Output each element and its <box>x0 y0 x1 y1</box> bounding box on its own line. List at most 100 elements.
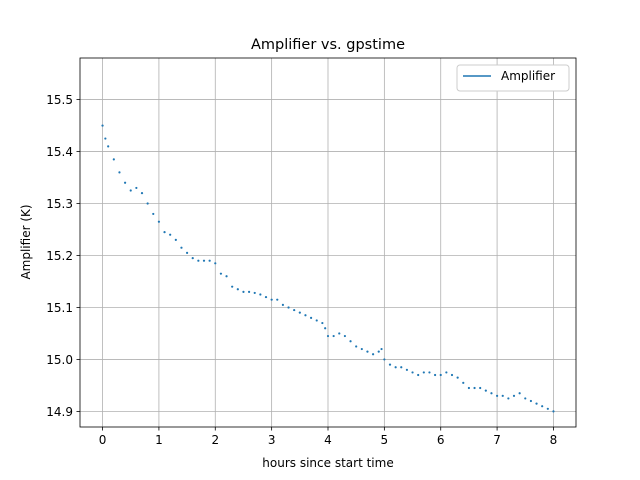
legend-box <box>456 64 570 92</box>
data-point <box>104 137 107 140</box>
data-point <box>225 275 228 278</box>
data-point <box>462 381 465 384</box>
legend: Amplifier <box>456 64 570 92</box>
data-point <box>450 373 454 377</box>
data-point <box>180 246 183 249</box>
data-point <box>405 368 409 371</box>
data-point <box>467 386 471 390</box>
y-tick-label: 15.4 <box>46 145 73 159</box>
data-point <box>371 353 375 356</box>
data-point <box>123 181 127 184</box>
data-point <box>524 397 527 400</box>
y-tick-label: 15.1 <box>46 301 73 315</box>
y-tick-label: 15.2 <box>46 249 73 263</box>
x-tick-label: 0 <box>99 433 107 447</box>
data-point <box>541 405 544 408</box>
data-point <box>276 298 279 301</box>
data-point <box>112 158 115 161</box>
data-point <box>512 394 516 397</box>
data-point <box>495 394 499 397</box>
data-point <box>231 285 234 288</box>
x-tick-label: 4 <box>324 433 332 447</box>
data-point <box>219 272 223 275</box>
data-point <box>473 386 476 390</box>
x-tick-label: 1 <box>155 433 163 447</box>
y-axis-label: Amplifier (K) <box>19 204 33 279</box>
data-point <box>507 397 510 400</box>
data-point <box>479 386 482 390</box>
data-point <box>552 410 555 413</box>
data-point <box>377 350 380 353</box>
data-point <box>321 321 324 325</box>
data-point <box>202 259 206 262</box>
data-point <box>433 373 437 377</box>
legend-label: Amplifier <box>501 69 555 83</box>
data-point <box>315 319 318 322</box>
x-axis-ticks: 0 1 2 3 4 5 6 7 8 <box>99 427 558 447</box>
data-point <box>388 363 392 366</box>
data-point <box>343 334 347 338</box>
data-point <box>157 220 161 223</box>
data-point <box>129 189 132 192</box>
data-point <box>169 233 172 236</box>
x-tick-label: 5 <box>381 433 389 447</box>
data-points <box>101 124 555 413</box>
data-point <box>456 376 459 379</box>
data-point <box>270 298 273 301</box>
data-point <box>208 259 211 262</box>
data-point <box>247 290 251 293</box>
data-point <box>546 407 549 410</box>
data-point <box>439 373 442 377</box>
data-point <box>264 295 268 299</box>
data-point <box>146 202 149 205</box>
data-point <box>518 392 521 395</box>
data-point <box>338 332 341 335</box>
data-point <box>259 293 262 296</box>
x-tick-label: 2 <box>211 433 219 447</box>
data-point <box>185 251 189 254</box>
x-tick-label: 8 <box>550 433 558 447</box>
y-axis-ticks: 14.9 15.0 15.1 15.2 15.3 15.4 15.5 <box>46 93 80 419</box>
data-point <box>324 327 327 330</box>
y-tick-label: 15.5 <box>46 93 73 107</box>
data-point <box>214 262 217 265</box>
data-point <box>191 256 194 260</box>
data-point <box>400 366 403 369</box>
data-point <box>107 145 110 148</box>
data-point <box>422 371 425 374</box>
x-tick-label: 6 <box>437 433 445 447</box>
data-point <box>293 308 296 312</box>
data-point <box>349 340 352 343</box>
y-tick-label: 15.3 <box>46 197 73 211</box>
data-point <box>101 124 104 127</box>
x-tick-label: 7 <box>493 433 501 447</box>
data-point <box>417 373 420 377</box>
data-point <box>174 238 177 242</box>
data-point <box>501 394 504 397</box>
data-point <box>366 350 369 353</box>
data-point <box>163 231 166 234</box>
data-point <box>332 334 335 338</box>
data-point <box>380 347 383 351</box>
data-point <box>135 186 138 190</box>
data-point <box>287 306 290 309</box>
data-point <box>309 316 313 319</box>
data-point <box>152 212 155 216</box>
data-point <box>281 303 285 306</box>
data-point <box>253 291 256 295</box>
x-axis-label: hours since start time <box>262 456 393 470</box>
data-point <box>428 371 431 374</box>
data-point <box>236 288 239 291</box>
data-point <box>355 345 358 348</box>
data-point <box>411 371 414 374</box>
data-point <box>298 311 301 314</box>
data-point <box>140 192 144 195</box>
data-point <box>535 402 538 405</box>
chart-title: Amplifier vs. gpstime <box>251 37 405 53</box>
data-point <box>326 334 330 338</box>
x-tick-label: 3 <box>268 433 276 447</box>
data-point <box>484 389 487 392</box>
data-point <box>360 347 363 351</box>
data-point <box>529 399 533 403</box>
